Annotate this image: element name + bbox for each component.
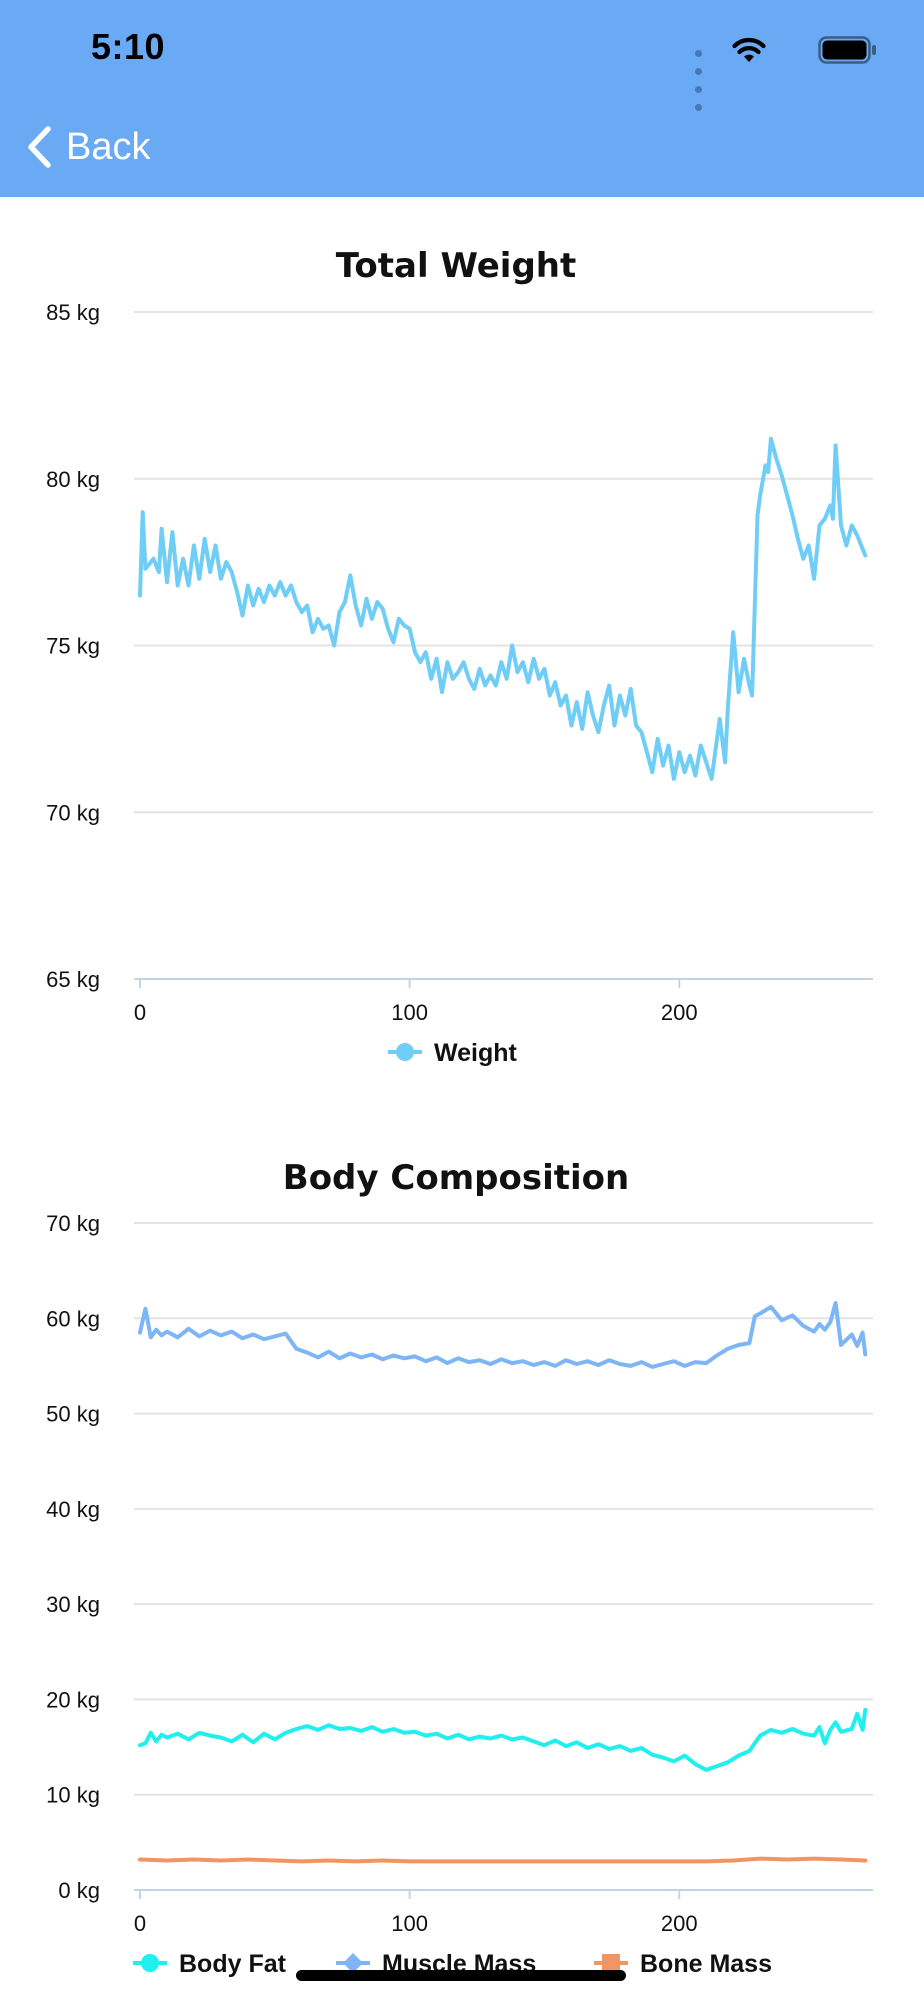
body-composition-chart: 70 kg 60 kg 50 kg 40 kg 30 kg 20 kg 10 kg 0 kg 0… — [46, 1211, 873, 1978]
legend-label-weight: Weight — [434, 1039, 518, 1067]
body-composition-chart-y-tick-label: 70 kg — [46, 1211, 100, 1236]
weight-chart: 85 kg 80 kg 75 kg 70 kg 65 kg 0 100 200 Weight — [46, 300, 873, 1067]
legend-label-bone-mass: Bone Mass — [640, 1950, 772, 1978]
body-composition-chart-x-tick-label: 100 — [391, 1911, 428, 1936]
status-time: 5:10 — [91, 26, 166, 67]
body-composition-chart-x-tick-label: 200 — [661, 1911, 698, 1936]
body-composition-chart-series-bone-mass — [138, 1856, 868, 1864]
battery-icon — [818, 36, 876, 64]
body-composition-chart-y-tick-label: 60 kg — [46, 1306, 100, 1331]
legend-item-weight[interactable]: Weight — [388, 1039, 518, 1067]
navigation-header: 5:10 Back — [0, 0, 924, 197]
weight-chart-x-tick-label: 100 — [391, 1000, 428, 1025]
weight-chart-y-tick-label: 80 kg — [46, 467, 100, 492]
weight-chart-y-tick-label: 75 kg — [46, 634, 100, 659]
body-composition-chart-y-tick-label: 0 kg — [58, 1878, 100, 1903]
legend-item-bone-mass[interactable]: Bone Mass — [594, 1950, 772, 1978]
body-composition-chart-series-muscle-mass — [138, 1301, 868, 1369]
body-composition-chart-y-tick-label: 10 kg — [46, 1783, 100, 1808]
body-composition-chart-y-tick-label: 20 kg — [46, 1687, 100, 1712]
back-button-label: Back — [66, 125, 151, 168]
weight-chart-series-weight — [138, 436, 868, 781]
body-composition-chart-y-tick-label: 50 kg — [46, 1402, 100, 1427]
weight-chart-title: Total Weight — [335, 246, 577, 286]
back-button[interactable]: Back — [26, 122, 150, 172]
weight-chart-x-tick-label: 200 — [661, 1000, 698, 1025]
weight-chart-y-tick-label: 85 kg — [46, 300, 100, 325]
body-composition-chart-title: Body Composition — [282, 1158, 630, 1198]
legend-label-body-fat: Body Fat — [179, 1950, 287, 1978]
wifi-icon — [732, 37, 766, 62]
legend-item-body-fat[interactable]: Body Fat — [133, 1950, 287, 1978]
home-indicator — [296, 1970, 626, 1981]
body-composition-chart-series-body-fat — [138, 1707, 868, 1772]
body-composition-chart-y-tick-label: 40 kg — [46, 1497, 100, 1522]
chevron-left-icon — [28, 126, 51, 168]
weight-chart-x-tick-label: 0 — [134, 1000, 146, 1025]
body-composition-chart-x-tick-label: 0 — [134, 1911, 146, 1936]
weight-chart-y-tick-label: 65 kg — [46, 967, 100, 992]
weight-chart-y-tick-label: 70 kg — [46, 800, 100, 825]
body-composition-chart-y-tick-label: 30 kg — [46, 1592, 100, 1617]
cellular-signal-icon — [692, 44, 702, 116]
